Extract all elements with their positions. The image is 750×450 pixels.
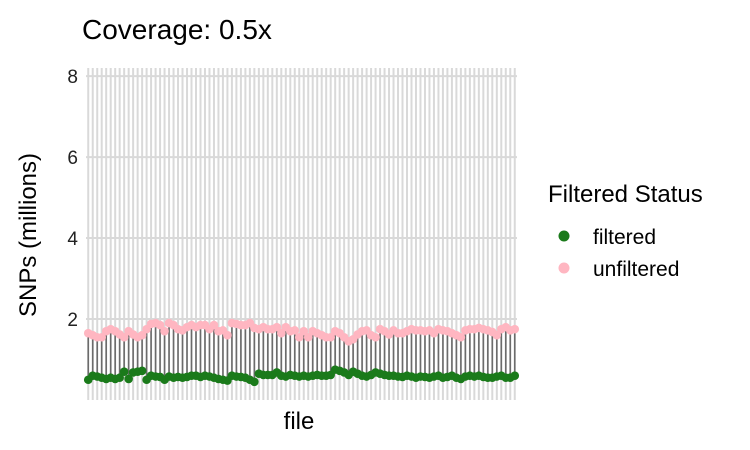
filtered-point [115,373,124,383]
unfiltered-point [492,330,502,340]
y-tick-labels: 2 4 6 8 [67,67,78,331]
unfiltered-point [272,322,282,332]
legend-key-unfiltered [558,262,570,274]
unfiltered-point [119,332,129,342]
legend: Filtered Status filtered unfiltered [548,181,703,281]
filter-segments [87,323,516,382]
filtered-point [137,366,147,376]
x-axis-label: file [284,408,315,435]
unfiltered-point [209,320,219,330]
y-tick-label: 6 [67,148,78,169]
filtered-point [119,367,129,376]
filtered-point [510,371,520,381]
unfiltered-point [155,320,165,330]
legend-label-unfiltered: unfiltered [593,258,679,281]
unfiltered-point [371,332,380,342]
unfiltered-point [290,326,300,335]
unfiltered-point [137,330,147,340]
legend-label-filtered: filtered [593,226,656,249]
unfiltered-point [326,332,335,342]
unfiltered-point [160,326,169,336]
unfiltered-point [294,332,304,342]
filtered-point [124,374,133,384]
y-gridlines [86,75,517,321]
y-tick-label: 2 [67,310,78,331]
unfiltered-point [223,330,232,340]
filtered-point [250,377,259,387]
chart-title: Coverage: 0.5x [82,14,272,45]
y-axis-label: SNPs (millions) [15,153,42,317]
y-tick-label: 4 [67,229,78,250]
data-points [83,318,520,387]
unfiltered-point [276,328,286,338]
unfiltered-point [510,324,520,334]
legend-title: Filtered Status [548,181,703,208]
unfiltered-point [97,332,107,342]
x-gridlines [87,68,516,400]
unfiltered-point [456,332,466,342]
legend-key-filtered [558,230,570,242]
y-tick-label: 8 [67,67,78,88]
unfiltered-point [303,332,313,342]
unfiltered-point [299,326,309,336]
